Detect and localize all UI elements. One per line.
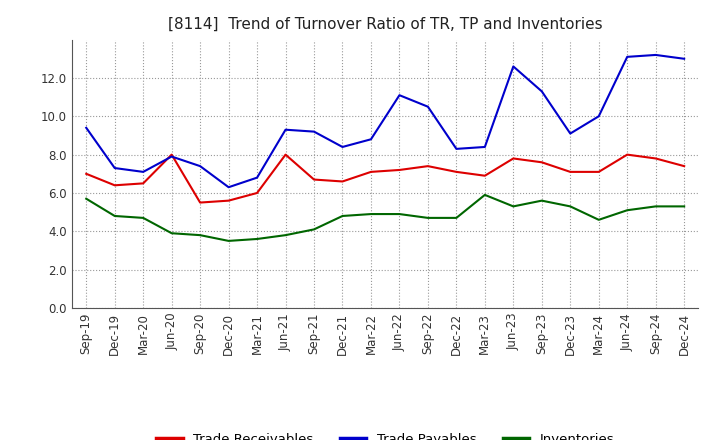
Inventories (395, 211, 404, 216)
Trade Payables (537, 89, 546, 94)
Trade Payables (253, 175, 261, 180)
Trade Payables (652, 52, 660, 58)
Trade Payables (282, 127, 290, 132)
Trade Payables (623, 54, 631, 59)
Trade Payables (225, 185, 233, 190)
Trade Receivables (225, 198, 233, 203)
Line: Trade Receivables: Trade Receivables (86, 154, 684, 202)
Inventories (566, 204, 575, 209)
Inventories (623, 208, 631, 213)
Line: Inventories: Inventories (86, 195, 684, 241)
Trade Receivables (680, 164, 688, 169)
Trade Receivables (139, 181, 148, 186)
Trade Receivables (423, 164, 432, 169)
Trade Receivables (338, 179, 347, 184)
Trade Receivables (196, 200, 204, 205)
Trade Receivables (110, 183, 119, 188)
Trade Receivables (452, 169, 461, 175)
Inventories (310, 227, 318, 232)
Inventories (82, 196, 91, 202)
Trade Payables (196, 164, 204, 169)
Trade Payables (680, 56, 688, 62)
Inventories (225, 238, 233, 244)
Inventories (537, 198, 546, 203)
Inventories (253, 236, 261, 242)
Trade Payables (566, 131, 575, 136)
Trade Receivables (167, 152, 176, 157)
Trade Payables (167, 154, 176, 159)
Trade Receivables (395, 167, 404, 172)
Trade Payables (509, 64, 518, 69)
Trade Receivables (366, 169, 375, 175)
Inventories (452, 215, 461, 220)
Trade Receivables (652, 156, 660, 161)
Trade Payables (595, 114, 603, 119)
Inventories (139, 215, 148, 220)
Inventories (167, 231, 176, 236)
Trade Receivables (310, 177, 318, 182)
Trade Payables (82, 125, 91, 130)
Line: Trade Payables: Trade Payables (86, 55, 684, 187)
Title: [8114]  Trend of Turnover Ratio of TR, TP and Inventories: [8114] Trend of Turnover Ratio of TR, TP… (168, 16, 603, 32)
Trade Receivables (480, 173, 489, 178)
Trade Receivables (566, 169, 575, 175)
Trade Payables (395, 92, 404, 98)
Inventories (196, 232, 204, 238)
Inventories (595, 217, 603, 223)
Trade Payables (480, 144, 489, 150)
Trade Receivables (537, 160, 546, 165)
Trade Payables (139, 169, 148, 175)
Trade Payables (423, 104, 432, 109)
Inventories (509, 204, 518, 209)
Trade Payables (310, 129, 318, 134)
Trade Receivables (623, 152, 631, 157)
Trade Payables (338, 144, 347, 150)
Trade Payables (452, 146, 461, 151)
Inventories (110, 213, 119, 219)
Inventories (423, 215, 432, 220)
Inventories (652, 204, 660, 209)
Inventories (282, 232, 290, 238)
Trade Payables (366, 137, 375, 142)
Trade Payables (110, 165, 119, 171)
Inventories (338, 213, 347, 219)
Trade Receivables (509, 156, 518, 161)
Inventories (680, 204, 688, 209)
Legend: Trade Receivables, Trade Payables, Inventories: Trade Receivables, Trade Payables, Inven… (151, 427, 619, 440)
Inventories (480, 192, 489, 198)
Trade Receivables (82, 171, 91, 176)
Trade Receivables (282, 152, 290, 157)
Trade Receivables (253, 191, 261, 196)
Trade Receivables (595, 169, 603, 175)
Inventories (366, 211, 375, 216)
